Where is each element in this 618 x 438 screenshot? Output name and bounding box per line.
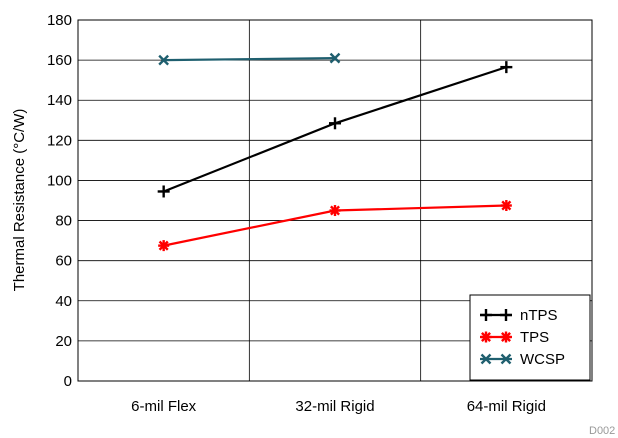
figure-id: D002 — [589, 425, 615, 437]
y-tick-label: 120 — [47, 132, 72, 149]
data-point-wcsp — [329, 52, 341, 64]
legend-marker — [500, 353, 512, 365]
y-tick-label: 160 — [47, 52, 72, 69]
data-point-tps — [329, 205, 341, 217]
data-point-ntps — [157, 185, 170, 198]
data-point-tps — [500, 200, 512, 212]
x-tick-label: 6-mil Flex — [131, 398, 197, 415]
legend-item-tps: TPS — [480, 329, 549, 346]
legend-marker — [500, 309, 512, 321]
data-point-tps — [158, 240, 170, 252]
legend-marker — [480, 331, 492, 343]
legend-item-ntps: nTPS — [480, 307, 558, 324]
y-axis-title: Thermal Resistance (°C/W) — [11, 109, 28, 292]
x-tick-label: 64-mil Rigid — [467, 398, 546, 415]
legend-item-wcsp: WCSP — [480, 351, 565, 368]
series-line-wcsp — [163, 57, 336, 62]
legend-label: WCSP — [520, 351, 565, 368]
grid-lines — [78, 20, 592, 381]
y-tick-label: 20 — [55, 333, 72, 350]
tick-labels: 0 20 40 60 80 100 120 140 160 180 6-mil Flex 32-mil… — [47, 12, 546, 415]
plot-area-border — [77, 19, 593, 382]
legend-marker — [480, 309, 492, 321]
series-line-ntps — [163, 66, 507, 193]
y-tick-label: 80 — [55, 213, 72, 230]
legend-marker — [500, 331, 512, 343]
legend-marker — [480, 353, 492, 365]
y-tick-label: 180 — [47, 12, 72, 29]
y-tick-label: 140 — [47, 92, 72, 109]
y-tick-label: 60 — [55, 253, 72, 270]
data-point-wcsp — [158, 54, 170, 66]
y-tick-label: 0 — [64, 373, 72, 390]
y-tick-label: 100 — [47, 172, 72, 189]
legend-label: TPS — [520, 329, 549, 346]
legend: nTPS TPS WCSP — [469, 294, 591, 381]
x-tick-label: 32-mil Rigid — [295, 398, 374, 415]
data-point-ntps — [329, 117, 341, 130]
data-point-ntps — [500, 61, 513, 74]
legend-label: nTPS — [520, 307, 558, 324]
y-tick-label: 40 — [55, 293, 72, 310]
series-markers — [157, 52, 513, 252]
series-lines — [163, 57, 507, 247]
